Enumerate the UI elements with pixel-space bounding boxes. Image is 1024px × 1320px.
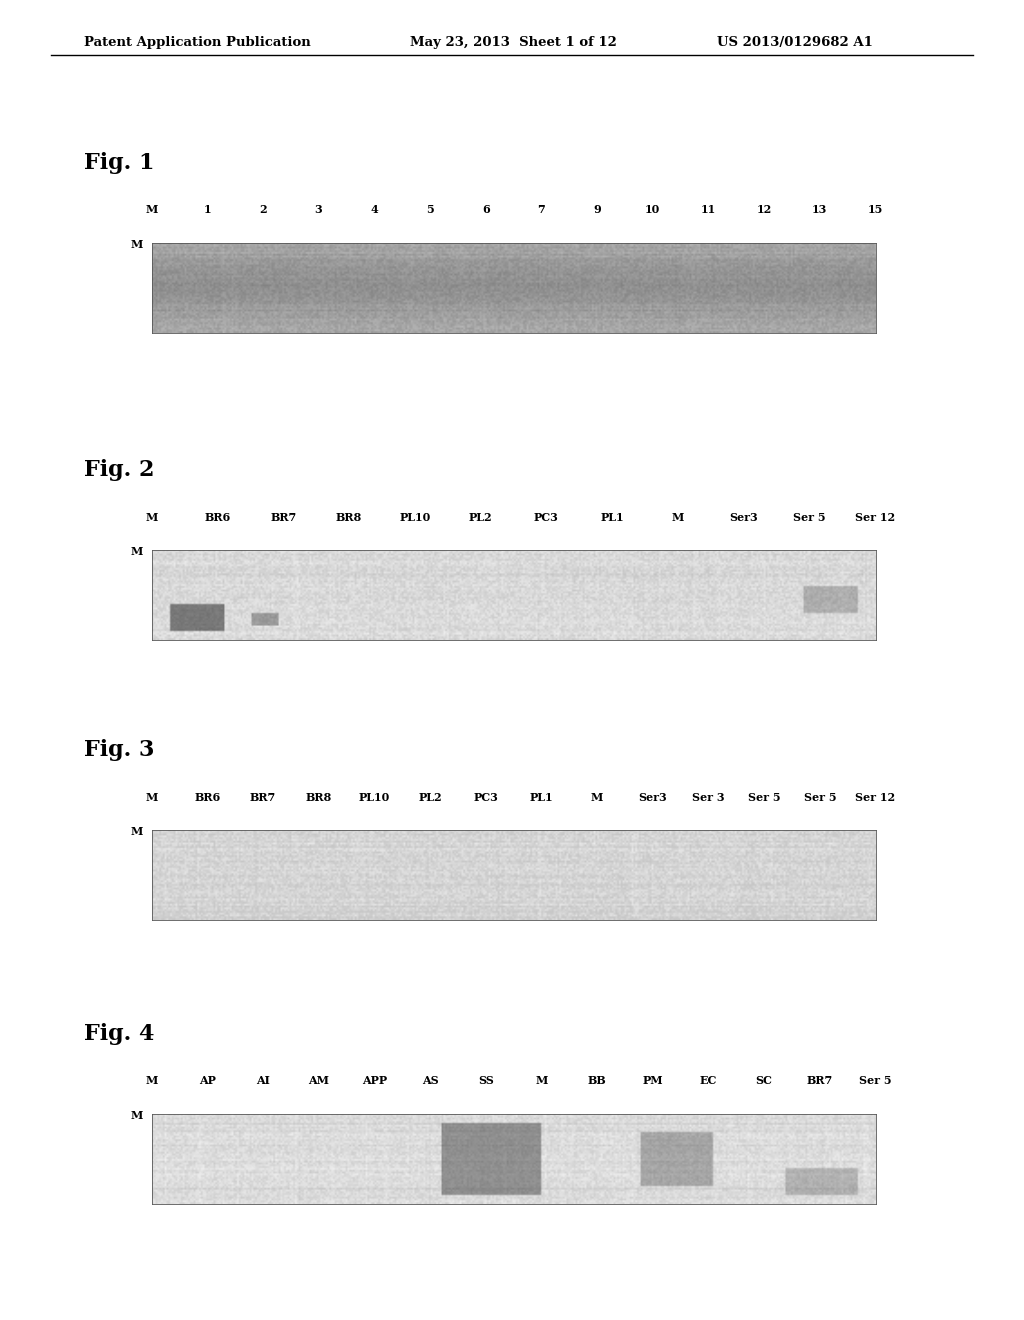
Text: 7: 7 [538,205,545,215]
Text: Ser 12: Ser 12 [855,512,896,523]
Text: APP: APP [361,1076,387,1086]
Text: Ser 5: Ser 5 [859,1076,892,1086]
Text: 3: 3 [314,205,323,215]
Text: 13: 13 [812,205,827,215]
Text: M: M [591,792,603,803]
Text: AI: AI [256,1076,270,1086]
Text: 4: 4 [371,205,378,215]
Text: 9: 9 [593,205,601,215]
Text: PL1: PL1 [600,512,624,523]
Text: AS: AS [422,1076,438,1086]
Text: Fig. 4: Fig. 4 [84,1023,155,1045]
Text: Ser 5: Ser 5 [804,792,837,803]
Text: 5: 5 [426,205,434,215]
Text: BB: BB [588,1076,606,1086]
Text: M: M [145,1076,158,1086]
Text: PC3: PC3 [473,792,498,803]
Text: M: M [672,512,684,523]
Text: Fig. 3: Fig. 3 [84,739,155,762]
Text: PM: PM [642,1076,664,1086]
Text: PC3: PC3 [534,512,559,523]
Text: PL10: PL10 [399,512,430,523]
Text: M: M [145,205,158,215]
Text: M: M [131,239,143,249]
Text: 12: 12 [757,205,772,215]
Text: Ser3: Ser3 [638,792,667,803]
Text: PL1: PL1 [529,792,553,803]
Text: 11: 11 [700,205,716,215]
Text: M: M [131,546,143,557]
Text: BR6: BR6 [204,512,230,523]
Text: Ser 12: Ser 12 [855,792,896,803]
Text: Ser 5: Ser 5 [748,792,780,803]
Text: SC: SC [756,1076,772,1086]
Text: US 2013/0129682 A1: US 2013/0129682 A1 [717,36,872,49]
Text: BR7: BR7 [250,792,276,803]
Text: BR7: BR7 [807,1076,833,1086]
Text: EC: EC [699,1076,717,1086]
Text: SS: SS [478,1076,494,1086]
Text: M: M [131,826,143,837]
Text: Patent Application Publication: Patent Application Publication [84,36,310,49]
Text: PL2: PL2 [469,512,493,523]
Text: BR7: BR7 [270,512,296,523]
Text: AM: AM [308,1076,329,1086]
Text: PL2: PL2 [418,792,441,803]
Text: BR6: BR6 [195,792,220,803]
Text: Ser 5: Ser 5 [794,512,826,523]
Text: Ser3: Ser3 [729,512,758,523]
Text: M: M [131,1110,143,1121]
Text: BR8: BR8 [305,792,332,803]
Text: 1: 1 [204,205,211,215]
Text: Fig. 1: Fig. 1 [84,152,155,174]
Text: 15: 15 [867,205,884,215]
Text: M: M [536,1076,548,1086]
Text: 2: 2 [259,205,266,215]
Text: PL10: PL10 [358,792,390,803]
Text: BR8: BR8 [336,512,362,523]
Text: M: M [145,792,158,803]
Text: AP: AP [199,1076,216,1086]
Text: May 23, 2013  Sheet 1 of 12: May 23, 2013 Sheet 1 of 12 [410,36,616,49]
Text: 6: 6 [482,205,489,215]
Text: 10: 10 [645,205,660,215]
Text: Fig. 2: Fig. 2 [84,459,155,482]
Text: M: M [145,512,158,523]
Text: Ser 3: Ser 3 [692,792,725,803]
